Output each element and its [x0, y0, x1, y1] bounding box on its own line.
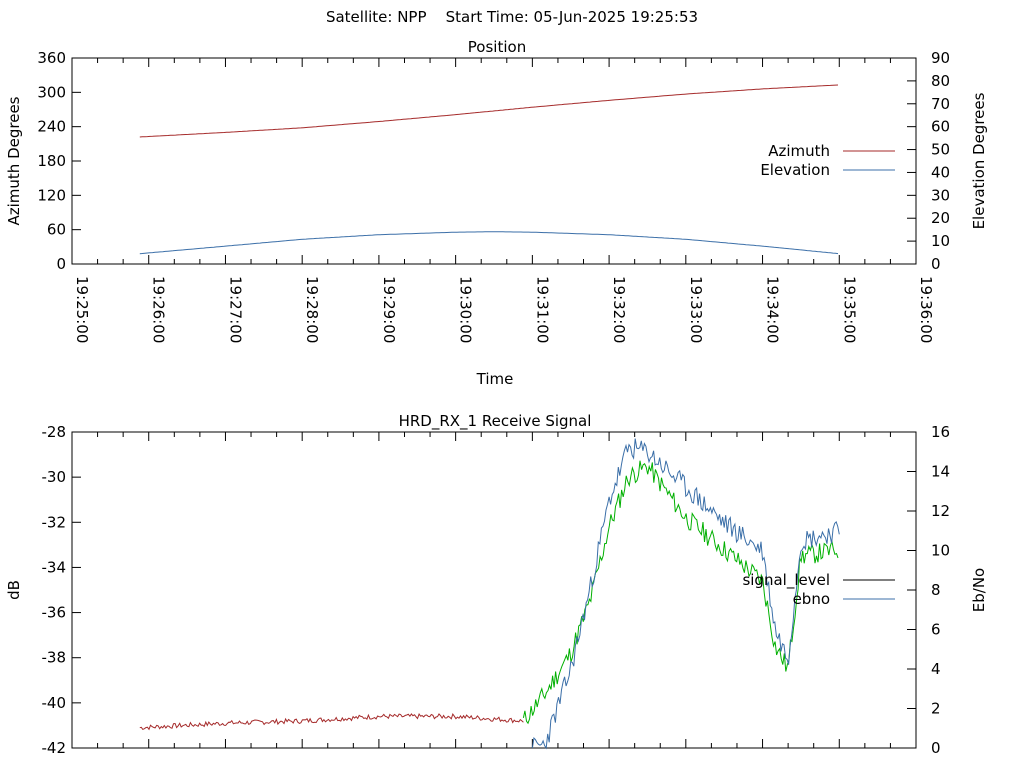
signal-y-tick-label: -38 — [42, 649, 67, 667]
signal-y2-tick-label: 6 — [931, 621, 941, 639]
chart-header: Satellite: NPP Start Time: 05-Jun-2025 1… — [326, 8, 698, 26]
position-y-tick-labels: 0 60 120 180 240 300 360 — [37, 49, 66, 273]
position-x-tick-label: 19:33:00 — [687, 276, 705, 343]
position-x-tick-label: 19:31:00 — [533, 276, 551, 343]
position-y-tick-label: 240 — [37, 118, 66, 136]
position-y2-tick-label: 0 — [931, 255, 941, 273]
position-x-tick-label: 19:26:00 — [150, 276, 168, 343]
position-ticks — [71, 57, 917, 265]
signal-y2-tick-label: 14 — [931, 463, 950, 481]
position-y2-tick-label: 70 — [931, 95, 950, 113]
signal-y2-tick-label: 2 — [931, 700, 941, 718]
position-x-tick-label: 19:35:00 — [840, 276, 858, 343]
signal-chart: HRD_RX_1 Receive Signal -42-40-38-36-34-… — [5, 412, 988, 757]
signal-level-line-pre — [139, 713, 524, 731]
position-chart: Position 0 60 120 180 240 300 360 0 10 20 30 40 50 6… — [5, 38, 988, 388]
position-y2-tick-labels: 0 10 20 30 40 50 60 70 80 90 — [931, 49, 950, 273]
signal-y2-tick-label: 4 — [931, 660, 941, 678]
position-y-tick-label: 60 — [47, 221, 66, 239]
position-x-tick-label: 19:29:00 — [380, 276, 398, 343]
signal-y2label: Eb/No — [970, 568, 988, 612]
position-y-tick-label: 0 — [56, 255, 66, 273]
signal-y-tick-labels: -42 -40 -38 -36 -34 -32 -30 -28 — [42, 423, 67, 757]
position-y2-tick-label: 80 — [931, 72, 950, 90]
position-y-tick-label: 300 — [37, 83, 66, 101]
signal-y-tick-label: -30 — [42, 468, 67, 486]
position-y-tick-label: 360 — [37, 49, 66, 67]
signal-y-tick-label: -32 — [42, 513, 67, 531]
position-x-tick-label: 19:28:00 — [303, 276, 321, 343]
position-y2-tick-label: 40 — [931, 163, 950, 181]
elevation-line — [139, 231, 839, 255]
position-y2-tick-label: 20 — [931, 209, 950, 227]
signal-y2-tick-label: 0 — [931, 739, 941, 757]
signal-y2-tick-label: 10 — [931, 542, 950, 560]
signal-y-tick-label: -28 — [42, 423, 67, 441]
position-x-tick-label: 19:36:00 — [917, 276, 935, 343]
position-y2-tick-label: 30 — [931, 186, 950, 204]
position-x-tick-label: 19:34:00 — [764, 276, 782, 343]
signal-y2-tick-label: 12 — [931, 502, 950, 520]
position-x-tick-label: 19:30:00 — [457, 276, 475, 343]
position-x-tick-label: 19:32:00 — [610, 276, 628, 343]
position-xlabel: Time — [476, 370, 514, 388]
position-y2-tick-label: 60 — [931, 118, 950, 136]
legend-ebno-label: ebno — [793, 590, 830, 608]
position-y2-tick-label: 90 — [931, 49, 950, 67]
ebno-line — [531, 438, 840, 750]
signal-ylabel: dB — [5, 580, 23, 600]
position-y2-tick-label: 50 — [931, 141, 950, 159]
position-y2-tick-label: 10 — [931, 232, 950, 250]
position-x-tick-labels: 19:25:00 19:26:00 19:27:00 19:28:00 19:29:00… — [73, 276, 935, 343]
azimuth-line — [139, 84, 839, 138]
position-x-tick-label: 19:27:00 — [226, 276, 244, 343]
position-y-tick-label: 180 — [37, 152, 66, 170]
signal-level-line-post — [522, 460, 839, 725]
position-y2label: Elevation Degrees — [970, 92, 988, 229]
position-ylabel: Azimuth Degrees — [5, 96, 23, 225]
signal-plot-frame — [71, 431, 917, 749]
signal-y2-tick-label: 8 — [931, 581, 941, 599]
signal-y2-tick-label: 16 — [931, 423, 950, 441]
position-y-tick-label: 120 — [37, 186, 66, 204]
signal-y-tick-label: -34 — [42, 558, 67, 576]
legend-signal-level-label: signal_level — [742, 571, 830, 590]
signal-title: HRD_RX_1 Receive Signal — [399, 412, 592, 431]
position-title: Position — [468, 38, 526, 56]
legend-azimuth-label: Azimuth — [768, 142, 830, 160]
signal-y-tick-label: -36 — [42, 604, 67, 622]
signal-ticks — [71, 431, 917, 749]
signal-y-tick-label: -42 — [42, 739, 67, 757]
position-x-tick-label: 19:25:00 — [73, 276, 91, 343]
legend-elevation-label: Elevation — [760, 161, 830, 179]
signal-y2-tick-labels: 0 2 4 6 8 10 12 14 16 — [931, 423, 950, 757]
signal-y-tick-label: -40 — [42, 694, 67, 712]
